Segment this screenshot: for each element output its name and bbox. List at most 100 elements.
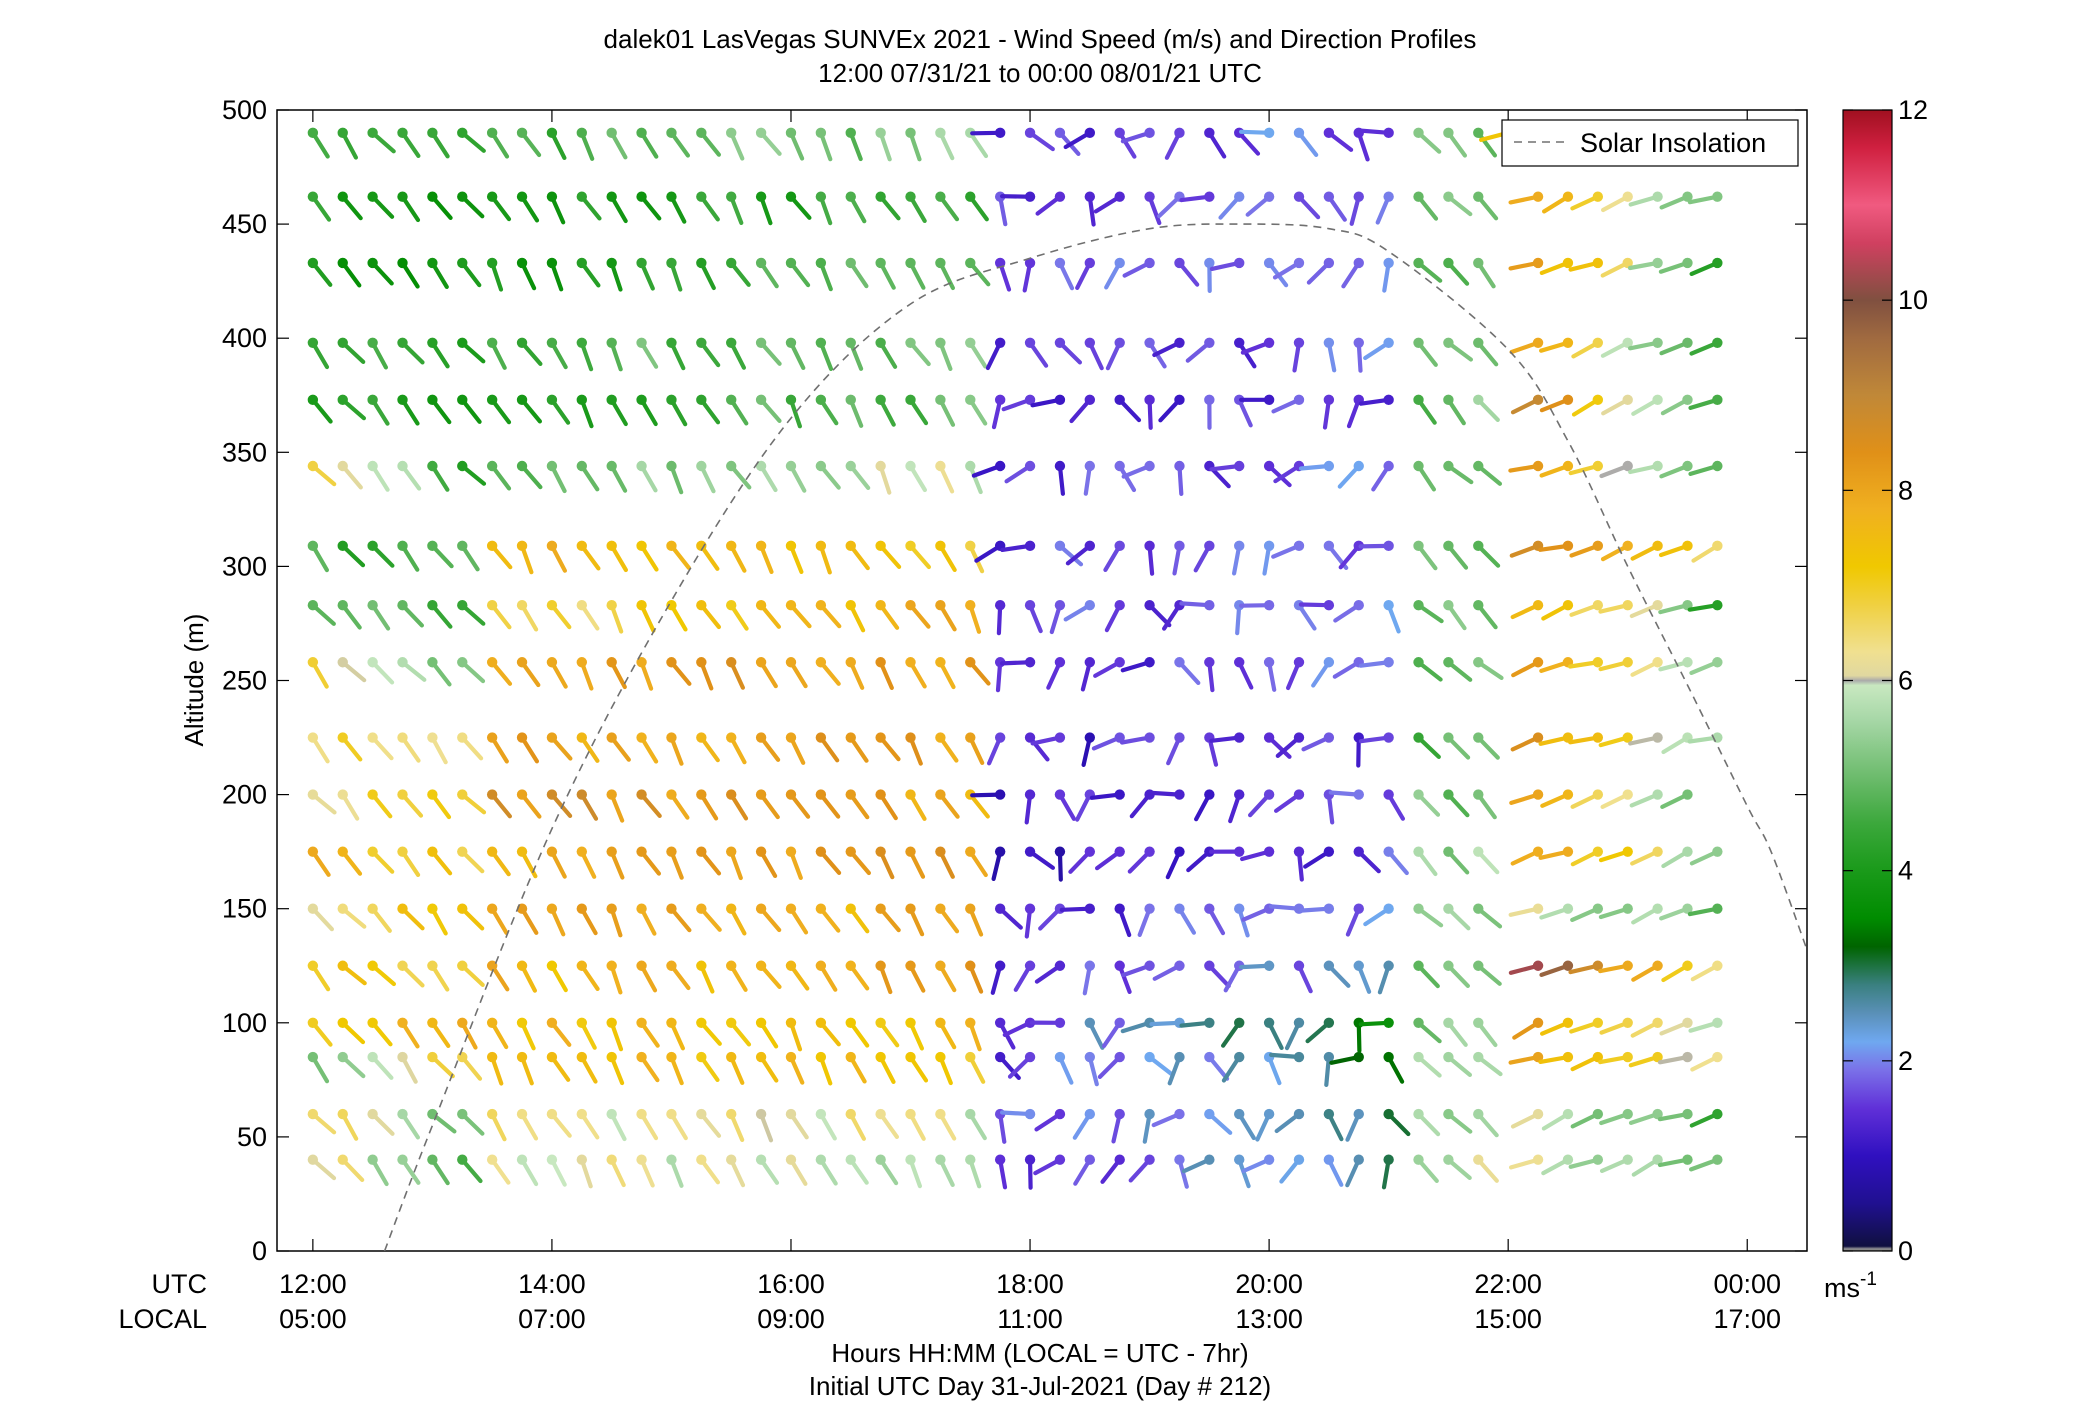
wind-barb xyxy=(666,789,690,820)
wind-barb-dot xyxy=(1293,789,1305,800)
wind-barb xyxy=(755,732,781,762)
wind-barb xyxy=(1539,903,1574,920)
wind-barb xyxy=(1030,394,1066,408)
wind-barb xyxy=(636,1108,659,1141)
wind-barb xyxy=(1114,127,1137,159)
chart-subtitle: 12:00 07/31/21 to 00:00 08/01/21 UTC xyxy=(818,58,1262,88)
wind-barb-dot xyxy=(1353,789,1364,800)
wind-barb xyxy=(1509,337,1544,355)
wind-barb xyxy=(875,540,902,570)
wind-barb-dot xyxy=(367,394,378,406)
wind-barb-dot xyxy=(427,337,438,348)
wind-barb xyxy=(815,337,834,371)
wind-barb-dot xyxy=(1532,191,1544,202)
wind-barb xyxy=(1381,1154,1394,1190)
wind-barb xyxy=(965,1017,982,1052)
wind-barb-dot xyxy=(1712,540,1723,552)
wind-barb-dot xyxy=(696,960,707,971)
wind-barb xyxy=(696,599,722,630)
wind-barb xyxy=(1065,540,1096,566)
wind-barb xyxy=(1631,394,1663,416)
wind-barb-dot xyxy=(486,337,498,348)
wind-barb xyxy=(999,191,1036,202)
wind-barb xyxy=(1443,599,1467,631)
wind-barb-dot xyxy=(815,191,827,202)
wind-barb xyxy=(367,903,392,933)
wind-barb xyxy=(546,1154,567,1187)
wind-barb-dot xyxy=(1114,657,1125,668)
wind-barb xyxy=(1013,960,1036,992)
wind-barb xyxy=(1323,127,1354,152)
wind-barb-dot xyxy=(427,1154,438,1165)
wind-barb xyxy=(696,657,714,691)
wind-barb-dot xyxy=(1652,1051,1663,1063)
wind-barb xyxy=(1443,657,1473,682)
wind-barb-dot xyxy=(1383,1108,1394,1120)
wind-barb xyxy=(1630,657,1663,677)
wind-barb xyxy=(1001,394,1036,412)
wind-barb-dot xyxy=(1443,789,1454,800)
wind-barb-dot xyxy=(875,540,886,552)
wind-barb xyxy=(1089,789,1125,800)
wind-barb xyxy=(1323,337,1337,373)
wind-barb xyxy=(1443,191,1473,217)
wind-barb-dot xyxy=(1024,599,1036,611)
wind-barb xyxy=(1598,657,1633,672)
wind-barb xyxy=(1358,1017,1394,1028)
wind-barb xyxy=(994,1154,1008,1190)
wind-barb xyxy=(1599,1108,1633,1126)
wind-barb-dot xyxy=(845,789,856,800)
wind-barb-dot xyxy=(1712,599,1723,611)
wind-barb-dot xyxy=(1383,127,1394,139)
wind-barb xyxy=(457,846,485,874)
y-tick-label: 50 xyxy=(237,1122,267,1152)
wind-barb-dot xyxy=(546,1154,558,1165)
wind-barb-dot xyxy=(1353,191,1364,202)
wind-barb xyxy=(1234,1108,1256,1141)
wind-barb-dot xyxy=(516,789,528,800)
wind-barb xyxy=(1193,789,1215,822)
wind-barb-dot xyxy=(1293,846,1305,857)
wind-barb xyxy=(1262,540,1275,576)
wind-barb xyxy=(1413,1108,1441,1137)
wind-barb-dot xyxy=(1622,960,1633,971)
wind-barb xyxy=(755,394,782,423)
wind-barb xyxy=(1054,1051,1074,1085)
wind-barb-dot xyxy=(636,1051,647,1063)
wind-barb-dot xyxy=(1174,460,1185,472)
wind-barb xyxy=(666,1051,684,1086)
wind-barb xyxy=(1122,257,1155,278)
wind-barb-dot xyxy=(576,732,588,743)
wind-barb xyxy=(1345,903,1364,937)
wind-barb xyxy=(1687,903,1723,917)
wind-barb xyxy=(486,127,510,159)
wind-barb-dot xyxy=(1413,903,1424,914)
wind-barb-dot xyxy=(307,191,319,202)
wind-barb xyxy=(516,1017,536,1051)
wind-barb-dot xyxy=(815,460,827,472)
wind-barb-dot xyxy=(606,599,617,611)
wind-barb xyxy=(935,1017,957,1050)
wind-barb-dot xyxy=(965,599,976,611)
wind-barb-dot xyxy=(1024,127,1036,139)
wind-barb xyxy=(1538,846,1574,860)
x-tick-label-utc: 00:00 xyxy=(1713,1269,1781,1299)
wind-barb-dot xyxy=(666,846,677,857)
wind-barb-dot xyxy=(546,460,558,472)
wind-barb-dot xyxy=(905,846,916,857)
wind-barb xyxy=(785,846,803,881)
wind-barb-dot xyxy=(606,394,617,406)
wind-barb xyxy=(755,846,778,879)
wind-barb-dot xyxy=(875,1051,886,1063)
wind-barb xyxy=(576,903,598,936)
wind-barb xyxy=(337,191,363,221)
wind-barb xyxy=(1508,191,1544,205)
wind-barb-dot xyxy=(696,657,707,668)
wind-barb-dot xyxy=(576,1154,588,1165)
wind-barb xyxy=(1689,657,1723,676)
wind-barb xyxy=(1629,599,1663,619)
wind-barb-dot xyxy=(815,846,827,857)
wind-barb xyxy=(576,1017,597,1050)
wind-barb xyxy=(1121,460,1155,479)
wind-barb xyxy=(397,732,421,763)
